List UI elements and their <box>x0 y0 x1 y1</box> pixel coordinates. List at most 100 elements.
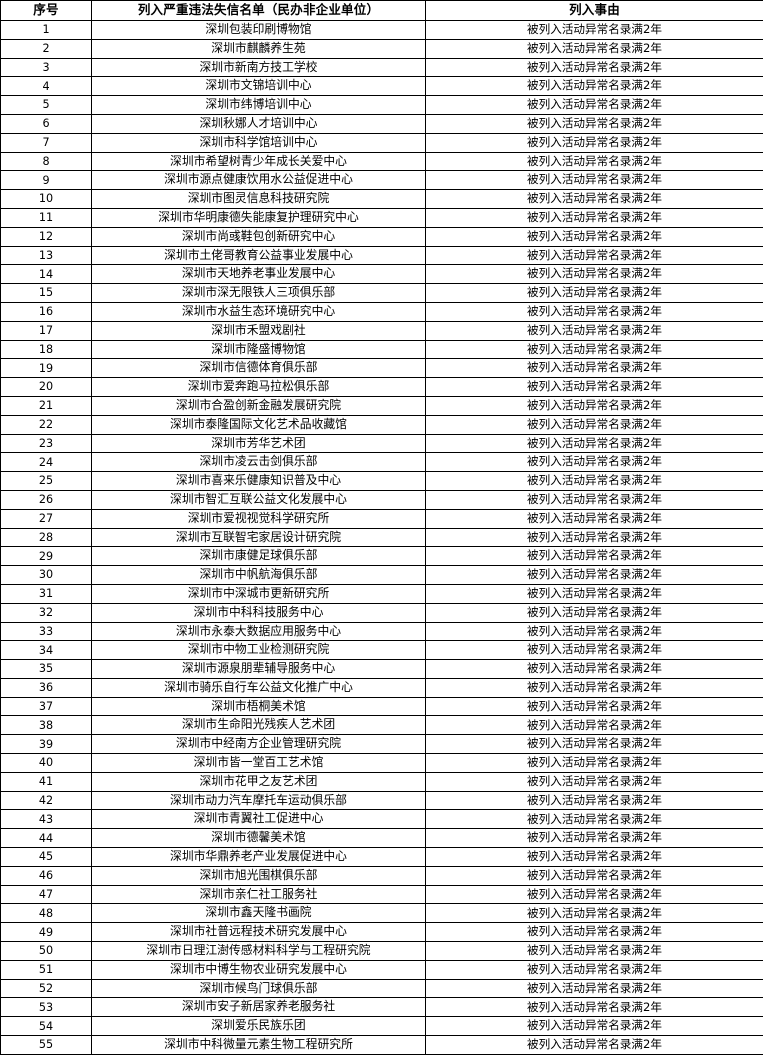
cell-entity-name: 深圳秋娜人才培训中心 <box>92 114 426 133</box>
cell-entity-name: 深圳市康健足球俱乐部 <box>92 547 426 566</box>
cell-index: 22 <box>1 415 92 434</box>
cell-index: 5 <box>1 96 92 115</box>
cell-reason: 被列入活动异常名录满2年 <box>426 716 763 735</box>
cell-reason: 被列入活动异常名录满2年 <box>426 21 763 40</box>
cell-reason: 被列入活动异常名录满2年 <box>426 58 763 77</box>
cell-reason: 被列入活动异常名录满2年 <box>426 378 763 397</box>
cell-entity-name: 深圳市喜来乐健康知识普及中心 <box>92 472 426 491</box>
cell-reason: 被列入活动异常名录满2年 <box>426 772 763 791</box>
cell-entity-name: 深圳市爱视视觉科学研究所 <box>92 509 426 528</box>
cell-entity-name: 深圳市梧桐美术馆 <box>92 697 426 716</box>
cell-entity-name: 深圳市智汇互联公益文化发展中心 <box>92 490 426 509</box>
cell-entity-name: 深圳市中科微量元素生物工程研究所 <box>92 1036 426 1055</box>
cell-index: 55 <box>1 1036 92 1055</box>
cell-index: 14 <box>1 265 92 284</box>
cell-index: 36 <box>1 678 92 697</box>
column-header-name: 列入严重违法失信名单（民办非企业单位） <box>92 1 426 21</box>
cell-entity-name: 深圳市合盈创新金融发展研究院 <box>92 396 426 415</box>
cell-entity-name: 深圳市动力汽车摩托车运动俱乐部 <box>92 791 426 810</box>
cell-entity-name: 深圳市源点健康饮用水公益促进中心 <box>92 171 426 190</box>
cell-index: 48 <box>1 904 92 923</box>
cell-index: 20 <box>1 378 92 397</box>
cell-index: 31 <box>1 584 92 603</box>
cell-index: 17 <box>1 321 92 340</box>
cell-reason: 被列入活动异常名录满2年 <box>426 678 763 697</box>
cell-index: 15 <box>1 284 92 303</box>
cell-index: 41 <box>1 772 92 791</box>
cell-reason: 被列入活动异常名录满2年 <box>426 960 763 979</box>
cell-entity-name: 深圳市中物工业检测研究院 <box>92 641 426 660</box>
cell-reason: 被列入活动异常名录满2年 <box>426 227 763 246</box>
cell-entity-name: 深圳市泰隆国际文化艺术品收藏馆 <box>92 415 426 434</box>
cell-entity-name: 深圳市中经南方企业管理研究院 <box>92 735 426 754</box>
cell-entity-name: 深圳市信德体育俱乐部 <box>92 359 426 378</box>
cell-index: 34 <box>1 641 92 660</box>
cell-index: 39 <box>1 735 92 754</box>
cell-index: 4 <box>1 77 92 96</box>
cell-reason: 被列入活动异常名录满2年 <box>426 340 763 359</box>
cell-reason: 被列入活动异常名录满2年 <box>426 453 763 472</box>
cell-index: 35 <box>1 660 92 679</box>
cell-reason: 被列入活动异常名录满2年 <box>426 434 763 453</box>
cell-index: 50 <box>1 942 92 961</box>
cell-reason: 被列入活动异常名录满2年 <box>426 848 763 867</box>
cell-reason: 被列入活动异常名录满2年 <box>426 39 763 58</box>
cell-reason: 被列入活动异常名录满2年 <box>426 866 763 885</box>
cell-reason: 被列入活动异常名录满2年 <box>426 302 763 321</box>
cell-index: 1 <box>1 21 92 40</box>
cell-entity-name: 深圳市天地养老事业发展中心 <box>92 265 426 284</box>
cell-entity-name: 深圳市亲仁社工服务社 <box>92 885 426 904</box>
cell-reason: 被列入活动异常名录满2年 <box>426 396 763 415</box>
cell-reason: 被列入活动异常名录满2年 <box>426 754 763 773</box>
cell-index: 9 <box>1 171 92 190</box>
cell-entity-name: 深圳市爱奔跑马拉松俱乐部 <box>92 378 426 397</box>
cell-index: 46 <box>1 866 92 885</box>
cell-reason: 被列入活动异常名录满2年 <box>426 133 763 152</box>
cell-index: 40 <box>1 754 92 773</box>
cell-reason: 被列入活动异常名录满2年 <box>426 998 763 1017</box>
cell-reason: 被列入活动异常名录满2年 <box>426 660 763 679</box>
cell-entity-name: 深圳市华明康德失能康复护理研究中心 <box>92 208 426 227</box>
cell-entity-name: 深圳市安子新居家养老服务社 <box>92 998 426 1017</box>
cell-entity-name: 深圳市互联智宅家居设计研究院 <box>92 528 426 547</box>
cell-reason: 被列入活动异常名录满2年 <box>426 603 763 622</box>
cell-entity-name: 深圳市青翼社工促进中心 <box>92 810 426 829</box>
cell-entity-name: 深圳市源泉朋辈辅导服务中心 <box>92 660 426 679</box>
cell-reason: 被列入活动异常名录满2年 <box>426 584 763 603</box>
cell-index: 43 <box>1 810 92 829</box>
cell-reason: 被列入活动异常名录满2年 <box>426 791 763 810</box>
cell-entity-name: 深圳市中科科技服务中心 <box>92 603 426 622</box>
cell-index: 37 <box>1 697 92 716</box>
cell-entity-name: 深圳市皆一堂百工艺术馆 <box>92 754 426 773</box>
cell-reason: 被列入活动异常名录满2年 <box>426 284 763 303</box>
cell-reason: 被列入活动异常名录满2年 <box>426 490 763 509</box>
cell-entity-name: 深圳市新南方技工学校 <box>92 58 426 77</box>
cell-entity-name: 深圳市旭光围棋俱乐部 <box>92 866 426 885</box>
cell-entity-name: 深圳市候鸟门球俱乐部 <box>92 979 426 998</box>
cell-entity-name: 深圳市中博生物农业研究发展中心 <box>92 960 426 979</box>
